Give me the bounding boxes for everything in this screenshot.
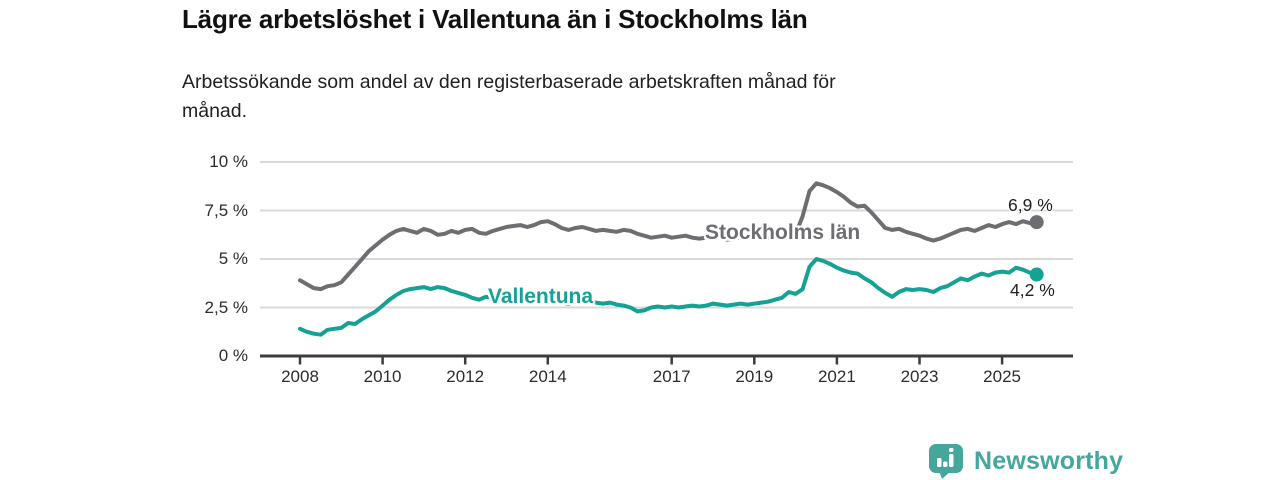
end-value-label-stockholms-lan: 6,9 %: [1008, 195, 1053, 215]
x-tick-label: 2008: [281, 367, 319, 386]
x-tick-label: 2012: [446, 367, 485, 386]
x-tick-label: 2025: [983, 367, 1021, 386]
x-tick-label: 2023: [900, 367, 939, 386]
x-tick-label: 2021: [817, 367, 856, 386]
bar-chart-speech-bubble-icon: [929, 444, 963, 479]
series-end-dot-stockholms-l-n: [1029, 215, 1044, 230]
y-tick-label: 2,5 %: [204, 297, 248, 317]
x-tick-label: 2017: [652, 367, 691, 386]
series-label-vallentuna: Vallentuna: [488, 285, 594, 308]
chart-subtitle-line2: månad.: [182, 100, 248, 122]
y-tick-label: 5 %: [218, 249, 248, 268]
series-line-stockholms-l-n: [298, 181, 1039, 292]
x-tick-label: 2019: [735, 367, 774, 386]
chart-title: Lägre arbetslöshet i Vallentuna än i Sto…: [182, 4, 808, 34]
x-tick-label: 2010: [363, 367, 402, 386]
newsworthy-logo: Newsworthy: [928, 443, 1123, 480]
y-tick-label: 10 %: [209, 152, 248, 171]
y-tick-label: 7,5 %: [204, 200, 248, 220]
newsworthy-wordmark: Newsworthy: [974, 447, 1124, 475]
series-label-stockholms-lan: Stockholms län: [705, 221, 861, 244]
series-line-vallentuna: [298, 257, 1039, 337]
end-value-label-vallentuna: 4,2 %: [1010, 280, 1055, 300]
y-tick-label: 0 %: [218, 346, 248, 365]
series-end-dot-vallentuna: [1029, 267, 1044, 282]
chart-subtitle-line1: Arbetssökande som andel av den registerb…: [182, 71, 836, 93]
chart-subtitle: Arbetssökande som andel av den registerb…: [182, 68, 836, 126]
x-tick-label: 2014: [528, 367, 567, 386]
